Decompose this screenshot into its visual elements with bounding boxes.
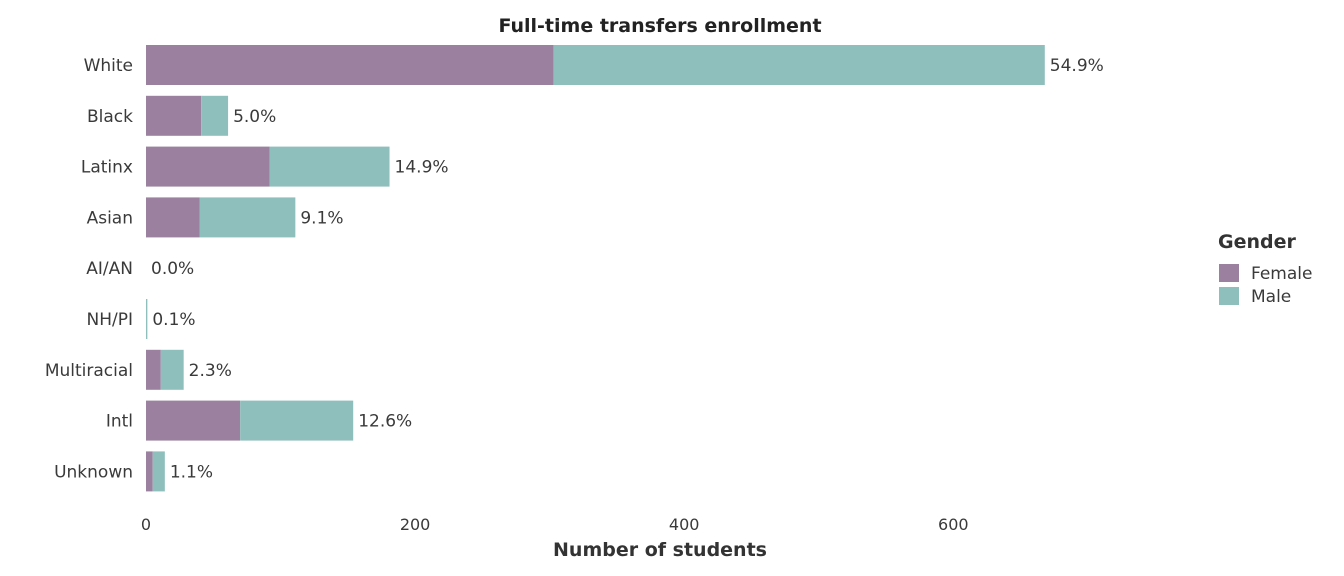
category-label: NH/PI [87,310,134,330]
percent-label: 5.0% [233,107,276,127]
legend-swatch-male [1219,287,1239,305]
bar-female [146,400,241,441]
bar-female [146,197,200,238]
x-axis-title: Number of students [553,539,767,561]
bar-male [199,197,296,238]
x-tick-label: 200 [400,515,431,534]
chart-title: Full-time transfers enrollment [498,15,821,37]
percent-label: 14.9% [395,158,449,178]
bar-female [146,451,153,492]
x-tick-label: 600 [938,515,969,534]
bar-male [240,400,354,441]
bar-male [146,299,148,339]
bar-female [146,95,202,136]
bar-female [146,45,554,85]
percent-label: 54.9% [1050,56,1104,76]
percent-label: 0.1% [152,310,195,330]
legend-label-male: Male [1251,287,1291,307]
bar-male [160,349,184,390]
category-label: Asian [87,208,133,228]
bar-male [269,146,390,187]
category-label: Intl [106,412,133,432]
category-label: Black [87,107,133,127]
bar-male [201,95,229,136]
legend-title: Gender [1218,231,1296,253]
percent-label: 1.1% [170,462,213,482]
legend-swatch-female [1219,264,1239,282]
percent-label: 12.6% [358,412,412,432]
category-label: Multiracial [45,361,133,381]
category-label: Unknown [54,462,133,482]
percent-label: 0.0% [151,259,194,279]
legend-label-female: Female [1251,264,1312,284]
percent-label: 2.3% [189,361,232,381]
legend: Gender Female Male [1218,231,1312,307]
category-label: AI/AN [86,259,133,279]
category-label: White [84,56,133,76]
plot-area: White 54.9% Black 5.0% Latinx 14.9% Asian 9.1% A… [45,45,1104,534]
bar-male [553,45,1045,85]
bar-male [152,451,165,492]
x-tick-label: 0 [141,515,151,534]
bar-female [146,349,161,390]
percent-label: 9.1% [300,208,343,228]
category-label: Latinx [81,158,133,178]
x-tick-label: 400 [669,515,700,534]
bar-female [146,146,270,187]
